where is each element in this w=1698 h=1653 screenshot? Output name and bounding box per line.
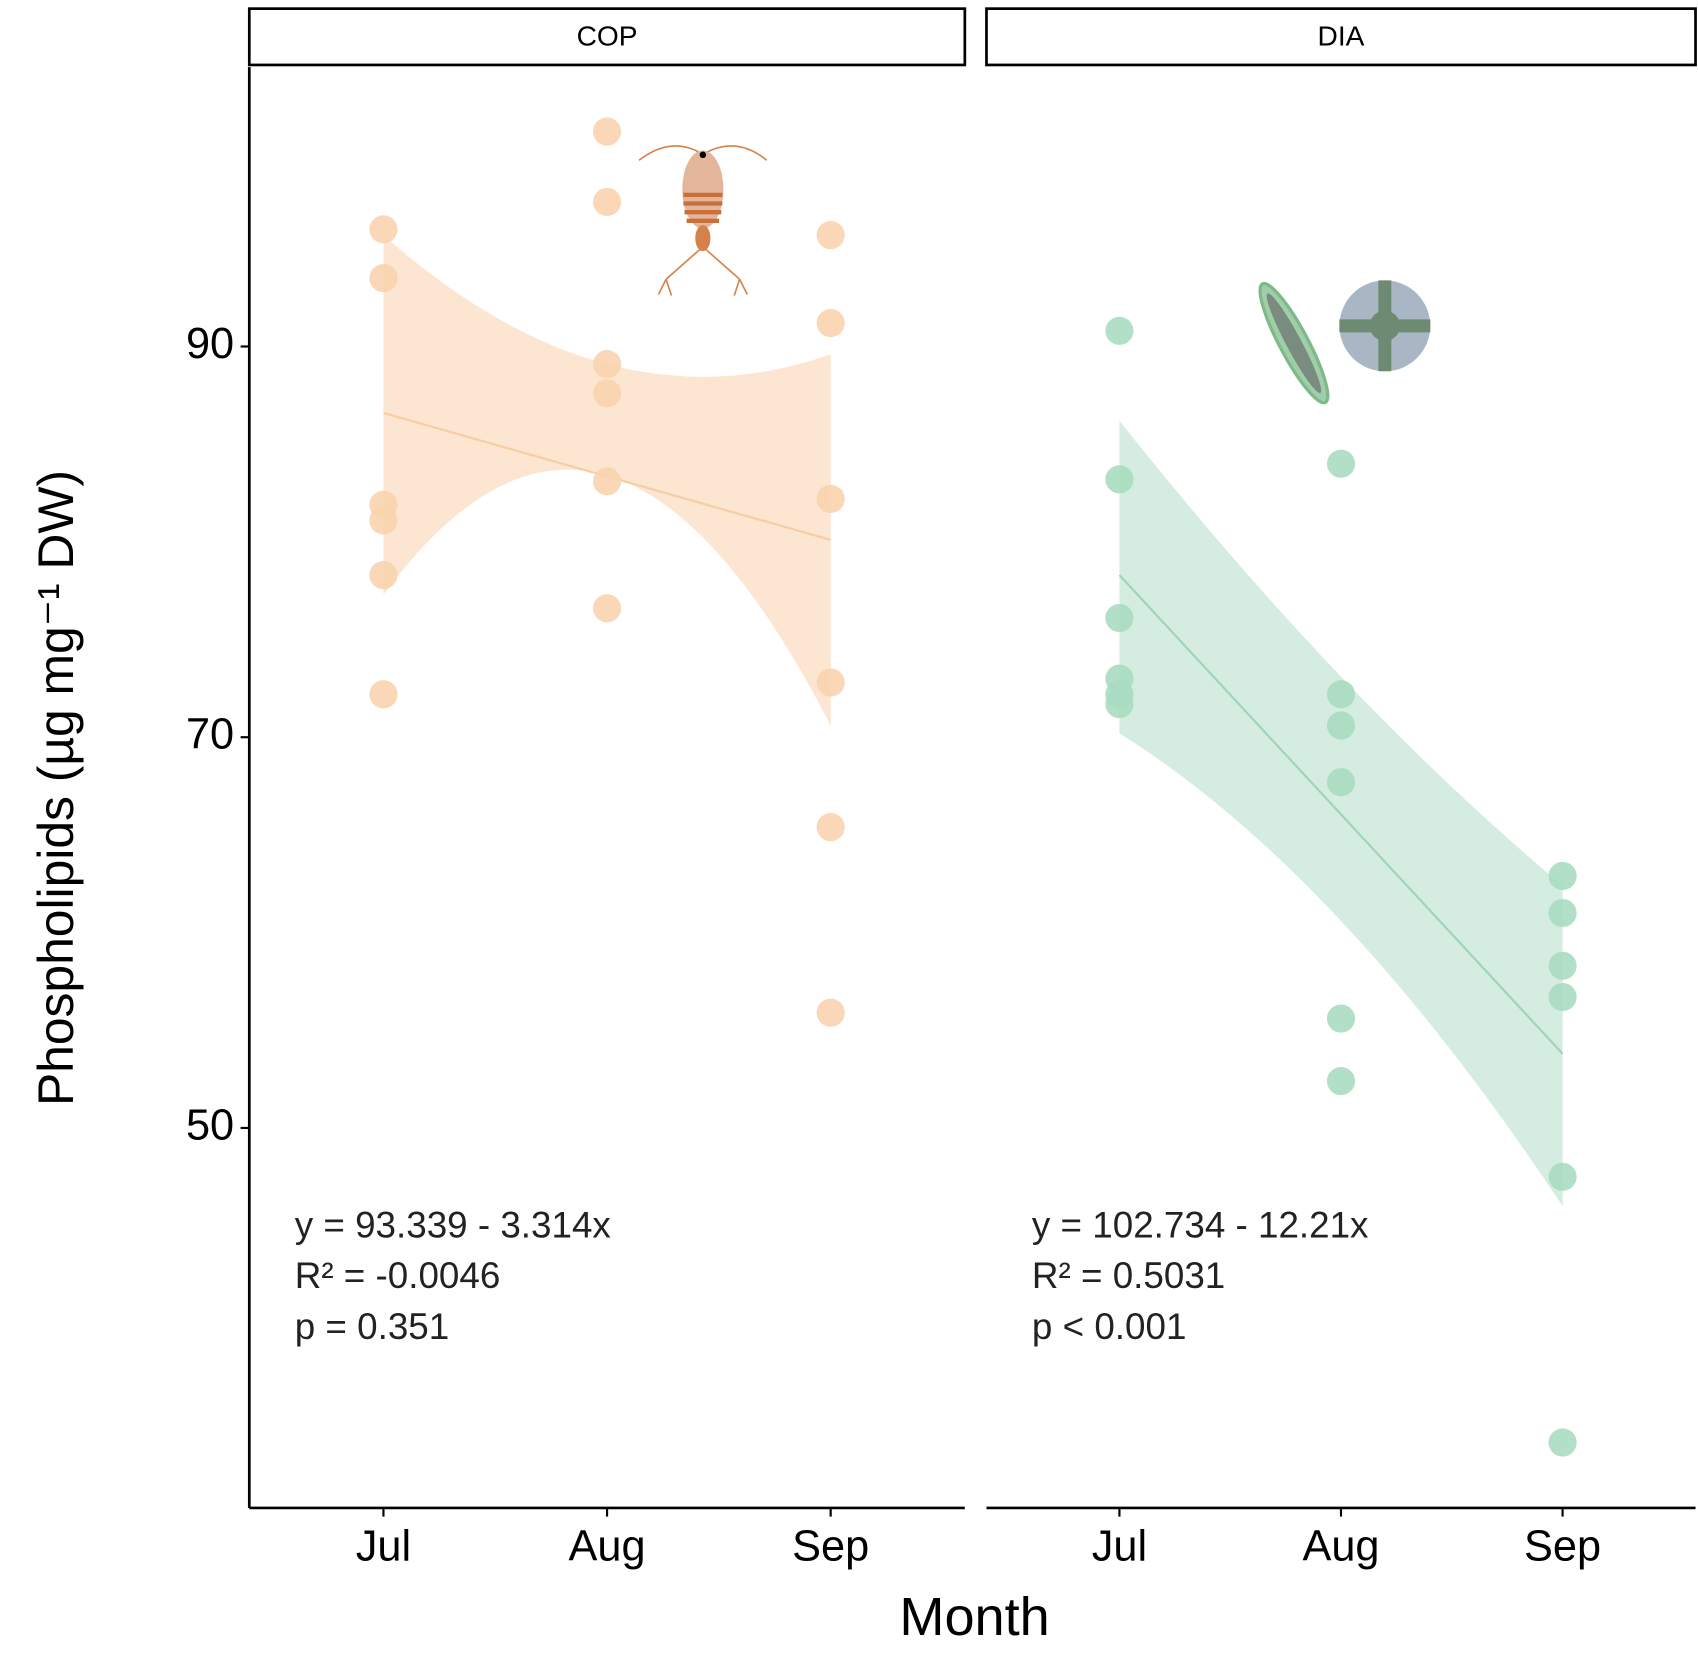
data-point	[1326, 1066, 1356, 1096]
annotation: p = 0.351	[295, 1306, 449, 1347]
confidence-band	[383, 235, 831, 726]
strip-label: DIA	[1318, 20, 1365, 51]
data-point	[816, 668, 845, 697]
x-tick-label: Jul	[1092, 1523, 1147, 1571]
x-tick-label: Aug	[569, 1523, 646, 1571]
data-point	[816, 813, 845, 842]
y-tick-label: 70	[186, 711, 234, 759]
x-tick-label: Sep	[1524, 1523, 1601, 1571]
data-point	[592, 117, 622, 146]
annotation: R² = -0.0046	[295, 1255, 501, 1296]
annotation: y = 93.339 - 3.314x	[295, 1204, 611, 1245]
data-point	[369, 506, 398, 535]
data-point	[816, 484, 845, 513]
x-tick-label: Jul	[356, 1523, 411, 1571]
data-point	[369, 560, 398, 590]
data-point	[1548, 1428, 1577, 1457]
data-point	[592, 594, 622, 623]
data-point	[1105, 316, 1134, 345]
data-point	[816, 998, 845, 1027]
data-point	[816, 221, 845, 250]
data-point	[1105, 689, 1134, 719]
data-point	[1548, 982, 1577, 1012]
y-tick-label: 50	[186, 1101, 234, 1149]
data-point	[592, 379, 622, 408]
data-point	[1548, 951, 1577, 980]
data-point	[592, 187, 622, 216]
x-tick-label: Aug	[1302, 1523, 1379, 1571]
data-point	[1326, 711, 1356, 740]
data-point	[369, 215, 398, 244]
data-point	[1326, 1004, 1356, 1033]
x-tick-label: Sep	[792, 1523, 869, 1571]
copepod-icon	[638, 145, 768, 296]
data-point	[369, 264, 398, 293]
data-point	[1548, 898, 1577, 928]
annotation: R² = 0.5031	[1032, 1255, 1225, 1296]
data-point	[1548, 1162, 1577, 1191]
data-point	[1326, 680, 1356, 709]
data-point	[369, 680, 398, 709]
data-point	[592, 350, 622, 379]
strip-box	[247, 7, 967, 67]
data-point	[1105, 603, 1134, 633]
fit-line	[1118, 574, 1564, 1055]
y-axis-title: Phospholipids (µg mg⁻¹ DW)	[28, 470, 84, 1106]
data-point	[1548, 861, 1577, 891]
data-point	[1105, 465, 1134, 494]
data-point	[816, 308, 845, 338]
annotation: y = 102.734 - 12.21x	[1032, 1204, 1369, 1245]
data-point	[592, 467, 622, 496]
data-point	[1326, 768, 1356, 797]
diatom-icon	[1258, 280, 1431, 405]
y-tick-label: 90	[186, 320, 234, 368]
strip-label: COP	[577, 20, 638, 51]
x-axis-title: Month	[899, 1587, 1049, 1647]
data-point	[1326, 449, 1356, 478]
strip-box	[985, 7, 1697, 67]
annotation: p < 0.001	[1032, 1306, 1186, 1347]
